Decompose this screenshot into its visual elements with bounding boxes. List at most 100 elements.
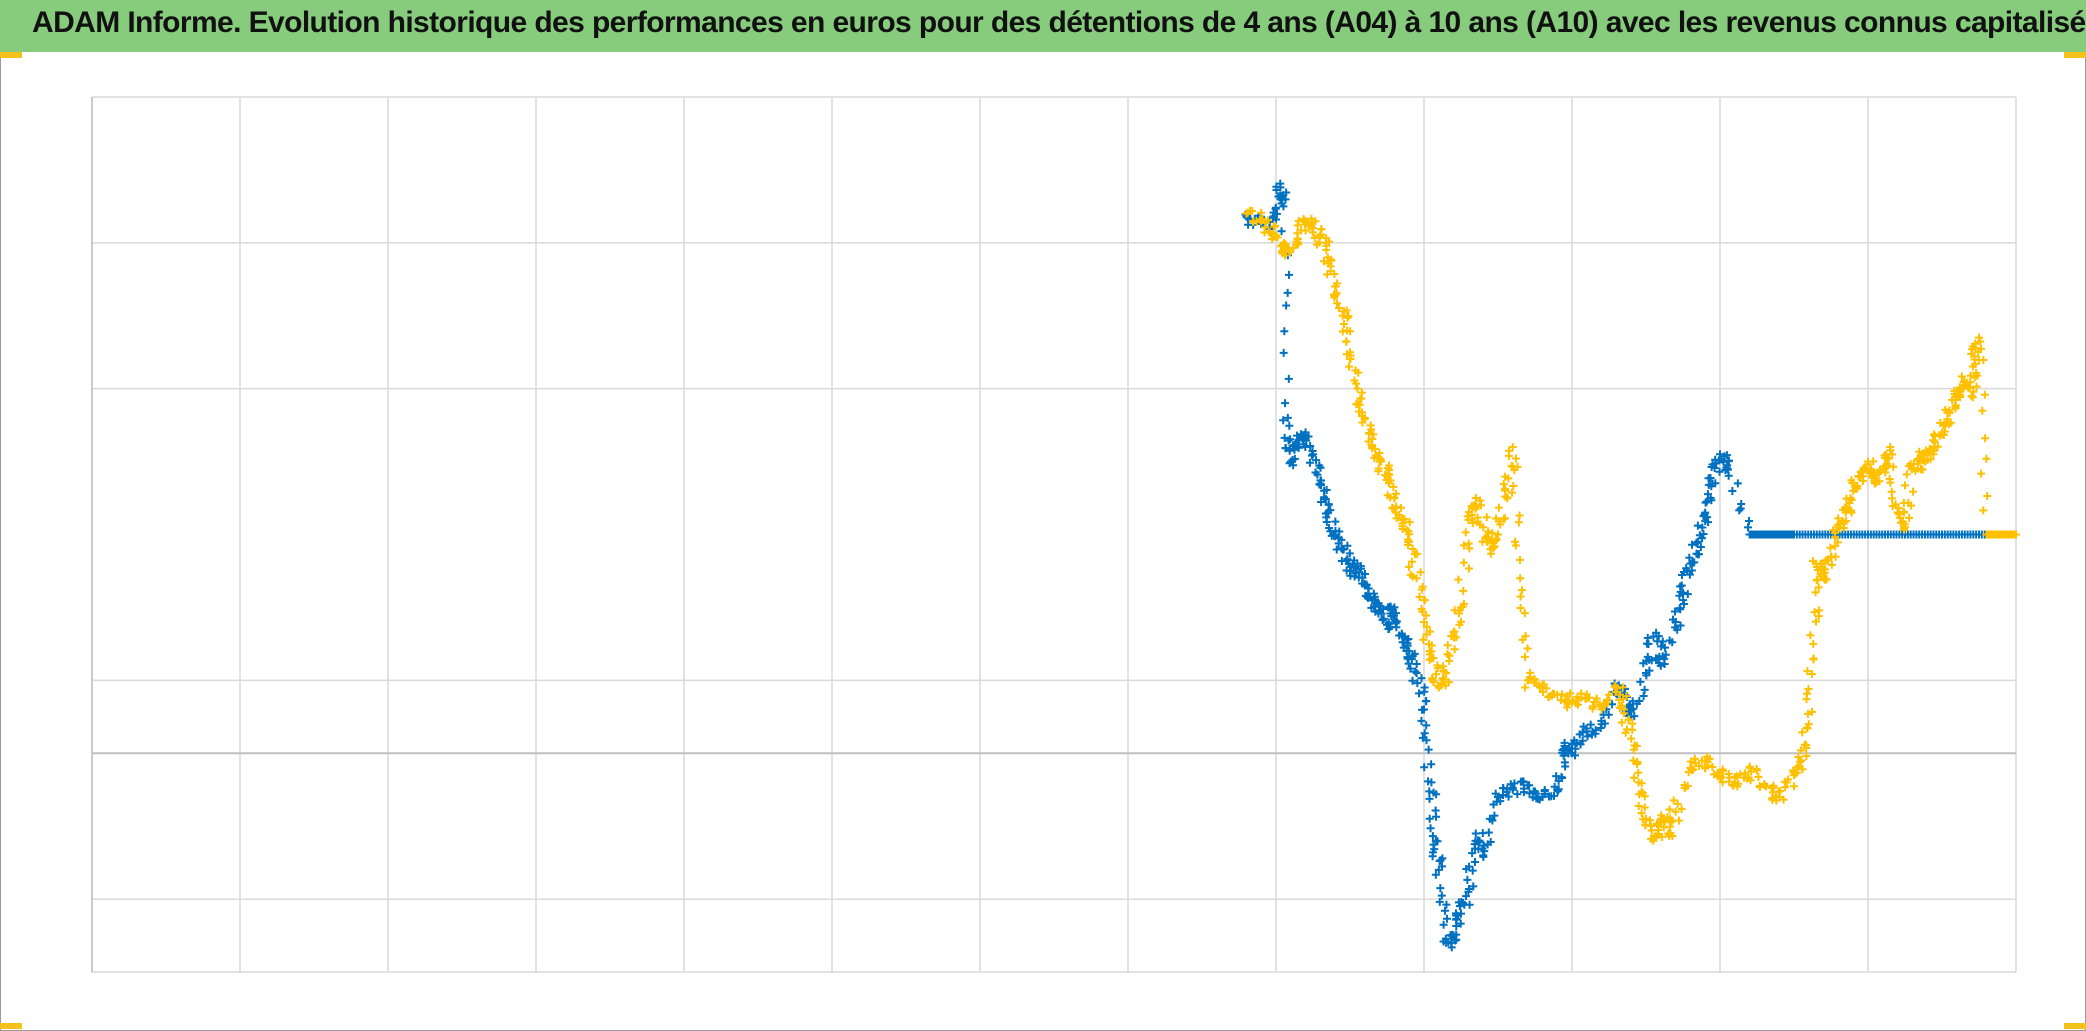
series-1-fill-48-7	[1666, 814, 1675, 823]
series-1-fill-77-5	[1930, 430, 1939, 439]
series-0-fill-40-1	[1567, 748, 1576, 757]
series-0-fill-19-5	[1384, 618, 1393, 627]
series-1-fill-38-6	[1571, 699, 1580, 708]
series-0-fill-4-6	[1280, 327, 1289, 336]
series-0-fill-15-7	[1354, 573, 1363, 582]
series-0-fill-49-2	[1668, 615, 1677, 624]
series-1-fill-30-9	[1490, 537, 1499, 546]
series-1-fill-35-1	[1521, 683, 1530, 692]
series-1-fill-84-5	[1981, 434, 1990, 443]
series-1-fill-49-7	[1681, 783, 1690, 792]
series-0-fill-10-7	[1317, 498, 1326, 507]
series-0-fill-37-9	[1554, 785, 1563, 794]
series-1-fill-44-8	[1640, 803, 1649, 812]
series-0-fill-9-6	[1313, 470, 1322, 479]
series-1-fill-42-3	[1619, 709, 1628, 718]
series-1-fill-58-2	[1802, 751, 1811, 760]
series-1-fill-51-4	[1703, 761, 1712, 770]
series-0-fill-24-9	[1424, 777, 1433, 786]
series-0-fill-25-9	[1426, 824, 1435, 833]
series-1-fill-44-1	[1637, 779, 1646, 788]
series-0-fill-24-8	[1427, 760, 1436, 769]
series-0-fill-25-4	[1425, 794, 1434, 803]
series-1-fill-54-1	[1747, 767, 1756, 776]
series-1-fill-31-3	[1492, 514, 1501, 523]
series-1-fill-82-3	[1964, 383, 1973, 392]
series-0-fill-33-9	[1489, 800, 1498, 809]
series-1-fill-28-9	[1482, 513, 1491, 522]
series-0-fill-31-4	[1468, 866, 1477, 875]
series-1-fill-70-7	[1886, 446, 1895, 455]
series-1-fill-49-2	[1677, 804, 1686, 813]
series-1-fill-69-4	[1870, 478, 1879, 487]
series-0-fill-30-6	[1457, 897, 1466, 906]
series-1-fill-23-8	[1444, 678, 1453, 687]
series-1-fill-71-1	[1883, 453, 1892, 462]
series-1-fill-69-7	[1873, 470, 1882, 479]
series-1-fill-86-25	[2011, 530, 2020, 539]
series-1-fill-26-3	[1454, 575, 1463, 584]
series-0-fill-13-6	[1343, 555, 1352, 564]
series-1-fill-68-2	[1869, 457, 1878, 466]
series-0-fill-40-5	[1572, 738, 1581, 747]
series-1-fill-19-2	[1403, 538, 1412, 547]
series-0-fill-35-2	[1513, 790, 1522, 799]
series-0-fill-4-1	[1277, 227, 1286, 236]
series-1-fill-82-8	[1971, 360, 1980, 369]
series-1-fill-26-9	[1461, 528, 1470, 537]
chart-title: ADAM Informe. Evolution historique des p…	[32, 6, 2086, 39]
series-1-fill-22-5	[1433, 664, 1442, 673]
series-1-fill-58-9	[1803, 723, 1812, 732]
series-0-fill-20-5	[1389, 611, 1398, 620]
series-0-fill-31-7	[1468, 849, 1477, 858]
series-1-fill-52-8	[1725, 777, 1734, 786]
series-1-fill-28-8	[1473, 517, 1482, 526]
series-1-fill-44-4	[1637, 788, 1646, 797]
series-1-fill-29-9	[1487, 549, 1496, 558]
series-0-fill-53-6	[1706, 494, 1715, 503]
series-1-fill-57-8	[1794, 753, 1803, 762]
series-1-fill-7-8	[1322, 245, 1331, 254]
series-1-fill-22-4	[1431, 670, 1440, 679]
series-1-fill-60-4	[1810, 608, 1819, 617]
series-0-fill-31-2	[1463, 875, 1472, 884]
series-1-fill-18-7	[1402, 526, 1411, 535]
series-1-fill-67-2	[1854, 472, 1863, 481]
series-1-fill-43-9	[1634, 768, 1643, 777]
series-0-fill-33-6	[1490, 811, 1499, 820]
corner-accent-top-left	[0, 52, 22, 58]
series-1-fill-60-2	[1812, 617, 1821, 626]
series-0-fill-48-2	[1655, 659, 1664, 668]
series-1-fill-37-9	[1563, 703, 1572, 712]
series-0-fill-26-8	[1438, 862, 1447, 871]
series-1-fill-13-2	[1358, 418, 1367, 427]
series-1-fill-59-2	[1803, 709, 1812, 718]
series-0-point-23	[1412, 669, 1421, 678]
series-0-fill-54-7	[1710, 464, 1719, 473]
series-1-fill-77-2	[1933, 442, 1942, 451]
series-1-fill-83-8	[1976, 337, 1985, 346]
series-1-fill-31-9	[1503, 494, 1512, 503]
series-0-fill-19-2	[1379, 614, 1388, 623]
series-1-fill-33-6	[1514, 518, 1523, 527]
series-0-fill-35-8	[1519, 788, 1528, 797]
series-1-fill-44-6	[1634, 802, 1643, 811]
series-1-fill-25-3	[1450, 627, 1459, 636]
series-0-fill-40-6	[1578, 736, 1587, 745]
series-0-fill-34-9	[1504, 792, 1513, 801]
series-1-fill-48-8	[1665, 805, 1674, 814]
series-1-fill-20-4	[1415, 592, 1424, 601]
series-1-fill-59-4	[1802, 689, 1811, 698]
series-1-fill-5-6	[1301, 226, 1310, 235]
series-1-fill-21-3	[1425, 627, 1434, 636]
series-1-fill-6-6	[1308, 228, 1317, 237]
series-0-fill-31-6	[1470, 858, 1479, 867]
series-0-fill-31-5	[1465, 862, 1474, 871]
series-0-fill-32-8	[1479, 852, 1488, 861]
series-1-fill-73-7	[1909, 487, 1918, 496]
series-0-fill-4-8	[1284, 374, 1293, 383]
series-1-fill-72-9	[1900, 525, 1909, 534]
series-1-fill-42-1	[1617, 701, 1626, 710]
